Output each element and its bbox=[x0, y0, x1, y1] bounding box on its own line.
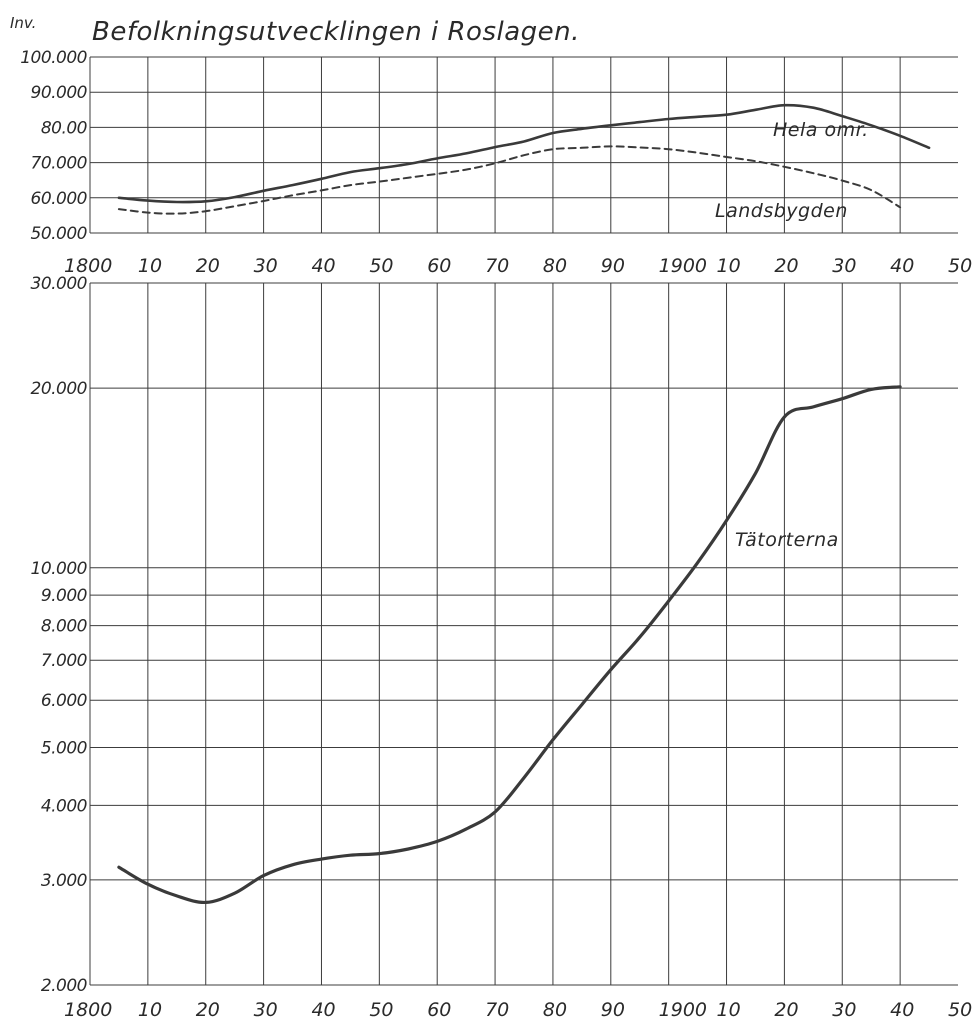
bottom-x-tick-label: 20 bbox=[774, 999, 798, 1021]
bottom-y-tick-label: 10.000 bbox=[31, 559, 87, 579]
bottom-x-tick-label: 30 bbox=[832, 999, 856, 1021]
top-x-tick-label: 20 bbox=[774, 255, 798, 277]
top-x-tick-label: 50 bbox=[948, 255, 972, 277]
bottom-x-tick-label: 40 bbox=[890, 999, 914, 1021]
bottom-chart-grid bbox=[89, 282, 958, 986]
top-x-tick-label: 50 bbox=[369, 255, 393, 277]
top-chart-series bbox=[117, 103, 931, 215]
series-line-hela-omr bbox=[117, 103, 931, 204]
bottom-chart: 2.000 3.000 4.000 5.000 6.000 7.000 8.000 9.000… bbox=[31, 274, 973, 1021]
bottom-x-tick-label: 30 bbox=[254, 999, 278, 1021]
bottom-chart-x-ticks: 1800 10 20 30 40 50 60 70 80 90 1900 10 20 30 40 50 bbox=[64, 999, 972, 1021]
bottom-x-tick-label: 50 bbox=[948, 999, 972, 1021]
bottom-chart-series bbox=[117, 385, 902, 905]
bottom-x-tick-label: 40 bbox=[311, 999, 335, 1021]
bottom-y-tick-label: 6.000 bbox=[41, 691, 87, 711]
bottom-x-tick-label: 70 bbox=[485, 999, 509, 1021]
series-label-landsbygden: Landsbygden bbox=[715, 200, 848, 222]
top-x-tick-label: 1800 bbox=[64, 255, 112, 277]
bottom-y-tick-label: 9.000 bbox=[41, 586, 87, 606]
bottom-y-tick-label: 30.000 bbox=[31, 274, 87, 294]
series-line-landsbygden bbox=[117, 145, 902, 215]
bottom-y-tick-label: 20.000 bbox=[31, 379, 87, 399]
bottom-y-tick-label: 4.000 bbox=[41, 796, 87, 816]
top-x-tick-label: 80 bbox=[543, 255, 567, 277]
chart-title: Befolkningsutvecklingen i Roslagen. bbox=[92, 17, 580, 47]
top-y-tick-label: 80.00 bbox=[41, 118, 87, 138]
bottom-chart-y-ticks: 2.000 3.000 4.000 5.000 6.000 7.000 8.000 9.000… bbox=[31, 274, 88, 996]
top-x-tick-label: 10 bbox=[138, 255, 162, 277]
series-line-tätorterna bbox=[117, 385, 902, 905]
top-y-tick-label: 60.000 bbox=[31, 189, 87, 209]
top-y-tick-label: 90.000 bbox=[31, 83, 87, 103]
top-x-tick-label: 90 bbox=[601, 255, 625, 277]
series-label-hela-omr: Hela omr. bbox=[773, 119, 869, 141]
top-x-tick-label: 30 bbox=[254, 255, 278, 277]
top-x-tick-label: 40 bbox=[311, 255, 335, 277]
unit-label: Inv. bbox=[10, 14, 36, 32]
bottom-x-tick-label: 90 bbox=[601, 999, 625, 1021]
top-chart-x-ticks: 1800 10 20 30 40 50 60 70 80 90 1900 10 20 30 40 50 bbox=[64, 255, 972, 277]
bottom-x-tick-label: 10 bbox=[717, 999, 741, 1021]
top-x-tick-label: 10 bbox=[717, 255, 741, 277]
bottom-y-tick-label: 2.000 bbox=[41, 976, 87, 996]
top-chart: 50.000 60.000 70.000 80.00 90.000 100.000 180… bbox=[20, 48, 972, 277]
bottom-y-tick-label: 3.000 bbox=[41, 871, 87, 891]
top-chart-y-ticks: 50.000 60.000 70.000 80.00 90.000 100.000 bbox=[20, 48, 87, 244]
top-x-tick-label: 30 bbox=[832, 255, 856, 277]
top-chart-grid bbox=[89, 56, 958, 234]
bottom-y-tick-label: 8.000 bbox=[41, 617, 87, 637]
top-y-tick-label: 50.000 bbox=[31, 224, 87, 244]
top-x-tick-label: 1900 bbox=[659, 255, 707, 277]
bottom-x-tick-label: 10 bbox=[138, 999, 162, 1021]
top-x-tick-label: 40 bbox=[890, 255, 914, 277]
top-x-tick-label: 60 bbox=[427, 255, 451, 277]
bottom-x-tick-label: 60 bbox=[427, 999, 451, 1021]
series-label-tatorterna: Tätorterna bbox=[735, 529, 839, 551]
top-y-tick-label: 100.000 bbox=[20, 48, 87, 68]
bottom-y-tick-label: 7.000 bbox=[41, 651, 87, 671]
bottom-x-tick-label: 20 bbox=[196, 999, 220, 1021]
bottom-x-tick-label: 80 bbox=[543, 999, 567, 1021]
bottom-x-tick-label: 1900 bbox=[659, 999, 707, 1021]
bottom-y-tick-label: 5.000 bbox=[41, 738, 87, 758]
bottom-x-tick-label: 50 bbox=[369, 999, 393, 1021]
top-x-tick-label: 70 bbox=[485, 255, 509, 277]
bottom-x-tick-label: 1800 bbox=[64, 999, 112, 1021]
top-x-tick-label: 20 bbox=[196, 255, 220, 277]
top-y-tick-label: 70.000 bbox=[31, 154, 87, 174]
